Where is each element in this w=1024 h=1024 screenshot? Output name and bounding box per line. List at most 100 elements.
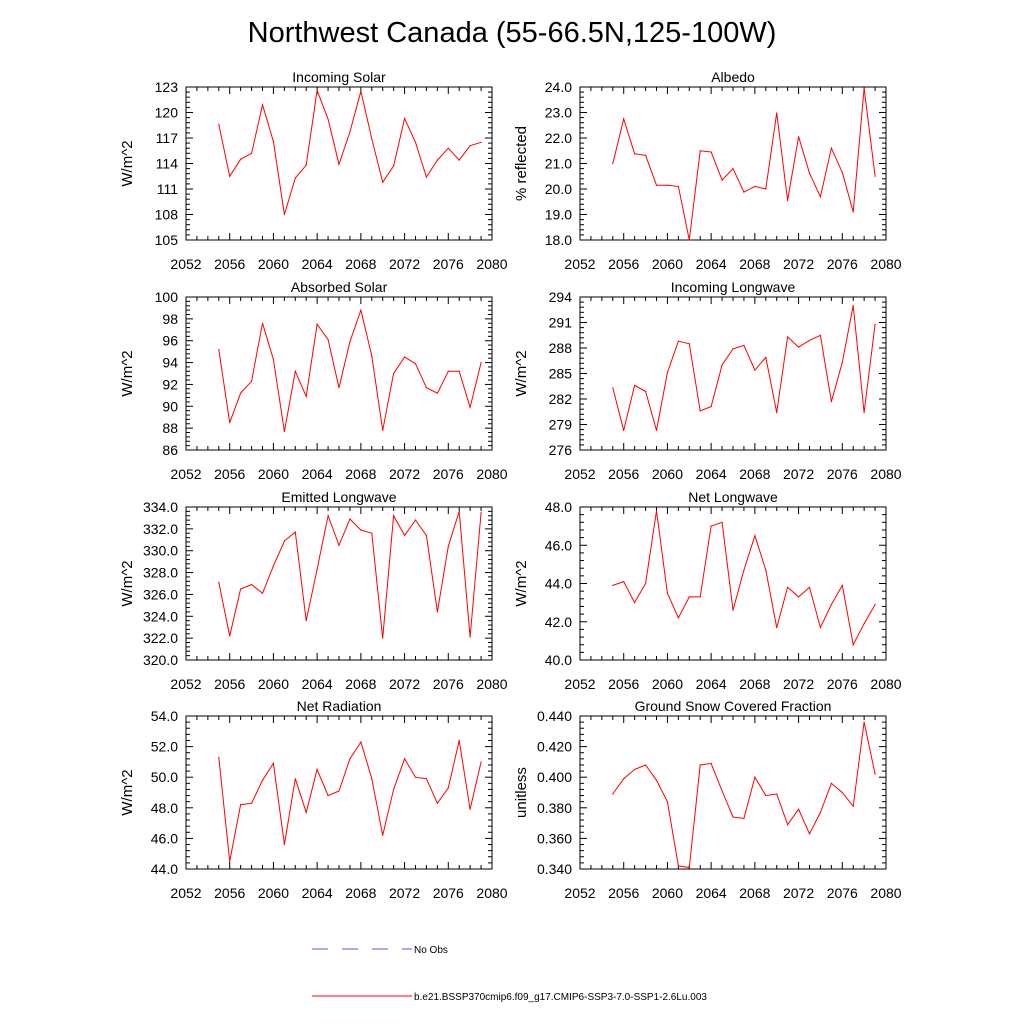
x-tick-label: 2072	[389, 885, 420, 901]
data-point	[645, 154, 647, 156]
data-point	[480, 362, 482, 364]
y-tick-label: 44.0	[151, 861, 178, 877]
x-tick-label: 2080	[476, 466, 507, 482]
y-tick-label: 322.0	[143, 630, 178, 646]
plot-frame	[579, 715, 887, 870]
data-point	[830, 401, 833, 403]
data-point	[338, 544, 340, 546]
data-point	[349, 341, 351, 343]
panel-title: Incoming Solar	[292, 69, 386, 85]
x-tick-label: 2076	[827, 676, 858, 692]
data-point	[240, 804, 242, 806]
x-tick-label: 2072	[783, 885, 814, 901]
data-point	[699, 410, 701, 412]
data-point	[251, 380, 253, 382]
data-point	[294, 370, 296, 372]
data-point	[338, 790, 340, 792]
data-point	[218, 756, 220, 758]
data-point	[819, 334, 822, 336]
data-point	[272, 358, 274, 360]
y-tick-label: 48.0	[545, 499, 572, 515]
data-point	[447, 147, 449, 149]
data-point	[382, 834, 384, 836]
data-point	[469, 808, 471, 810]
y-tick-label: 0.380	[537, 800, 572, 816]
data-point	[634, 153, 636, 155]
data-point	[294, 177, 296, 179]
data-point	[787, 824, 789, 826]
data-point	[721, 179, 723, 181]
data-point	[294, 778, 296, 780]
data-point	[316, 568, 318, 570]
y-axis-label: % reflected	[513, 126, 530, 201]
data-point	[645, 390, 647, 392]
data-point	[393, 165, 395, 167]
y-tick-label: 291	[549, 315, 573, 331]
data-point	[414, 519, 417, 521]
y-tick-label: 0.360	[537, 830, 572, 846]
data-point	[404, 534, 406, 537]
data-point	[623, 118, 625, 120]
data-point	[218, 348, 220, 351]
chart-panel-7: Net Radiation W/m^2 2052 2056 2060 2064 2068 20…	[119, 698, 508, 901]
data-point	[798, 808, 800, 810]
x-tick-label: 2068	[345, 885, 376, 901]
data-point	[688, 866, 690, 869]
y-axis-label: W/m^2	[513, 560, 530, 606]
data-point	[272, 140, 274, 142]
panel-title: Net Longwave	[688, 489, 778, 505]
data-point	[754, 776, 756, 778]
y-axis-label: W/m^2	[119, 140, 136, 186]
x-tick-label: 2068	[345, 676, 376, 692]
data-point	[808, 833, 811, 835]
data-point	[623, 429, 625, 431]
x-tick-label: 2056	[214, 466, 245, 482]
x-tick-label: 2052	[564, 256, 595, 272]
y-tick-label: 294	[549, 289, 573, 305]
data-point	[776, 112, 778, 114]
x-tick-label: 2060	[258, 676, 289, 692]
data-point	[732, 609, 734, 611]
panel-title: Ground Snow Covered Fraction	[635, 698, 832, 714]
y-tick-label: 40.0	[545, 652, 572, 668]
data-point	[327, 795, 329, 797]
x-tick-label: 2068	[739, 885, 770, 901]
x-tick-label: 2064	[696, 885, 727, 901]
data-point	[283, 213, 285, 216]
data-point	[852, 304, 854, 307]
data-point	[721, 364, 723, 366]
data-point	[732, 348, 734, 350]
data-point	[338, 163, 340, 165]
panel-title: Net Radiation	[297, 698, 382, 714]
data-point	[874, 773, 876, 775]
x-tick-label: 2072	[389, 466, 420, 482]
data-point	[251, 802, 253, 804]
series-line	[612, 721, 876, 869]
data-point	[677, 617, 680, 619]
x-tick-label: 2060	[258, 466, 289, 482]
data-point	[841, 584, 843, 587]
data-point	[404, 758, 406, 760]
x-tick-label: 2060	[652, 256, 683, 272]
data-point	[393, 515, 395, 517]
x-tick-label: 2072	[389, 676, 420, 692]
data-point	[469, 145, 471, 147]
plot-frame	[579, 506, 887, 661]
chart-panel-1: Incoming Solar W/m^2 2052 2056 2060 2064 2068 2…	[119, 69, 508, 272]
y-tick-label: 285	[549, 366, 573, 382]
series-line	[612, 88, 876, 241]
y-tick-label: 22.0	[545, 130, 572, 146]
chart-panel-5: Emitted Longwave W/m^2 2052 2056 2060 2064 206…	[119, 489, 508, 692]
x-tick-label: 2052	[170, 885, 201, 901]
data-point	[776, 412, 778, 414]
data-point	[677, 865, 680, 867]
x-tick-label: 2060	[652, 466, 683, 482]
data-point	[841, 791, 843, 794]
data-point	[699, 764, 701, 766]
y-tick-label: 324.0	[143, 608, 178, 624]
data-point	[393, 372, 395, 375]
legend-no-obs-label: No Obs	[414, 945, 448, 956]
data-point	[283, 430, 285, 432]
data-point	[327, 339, 329, 341]
data-point	[666, 801, 669, 803]
